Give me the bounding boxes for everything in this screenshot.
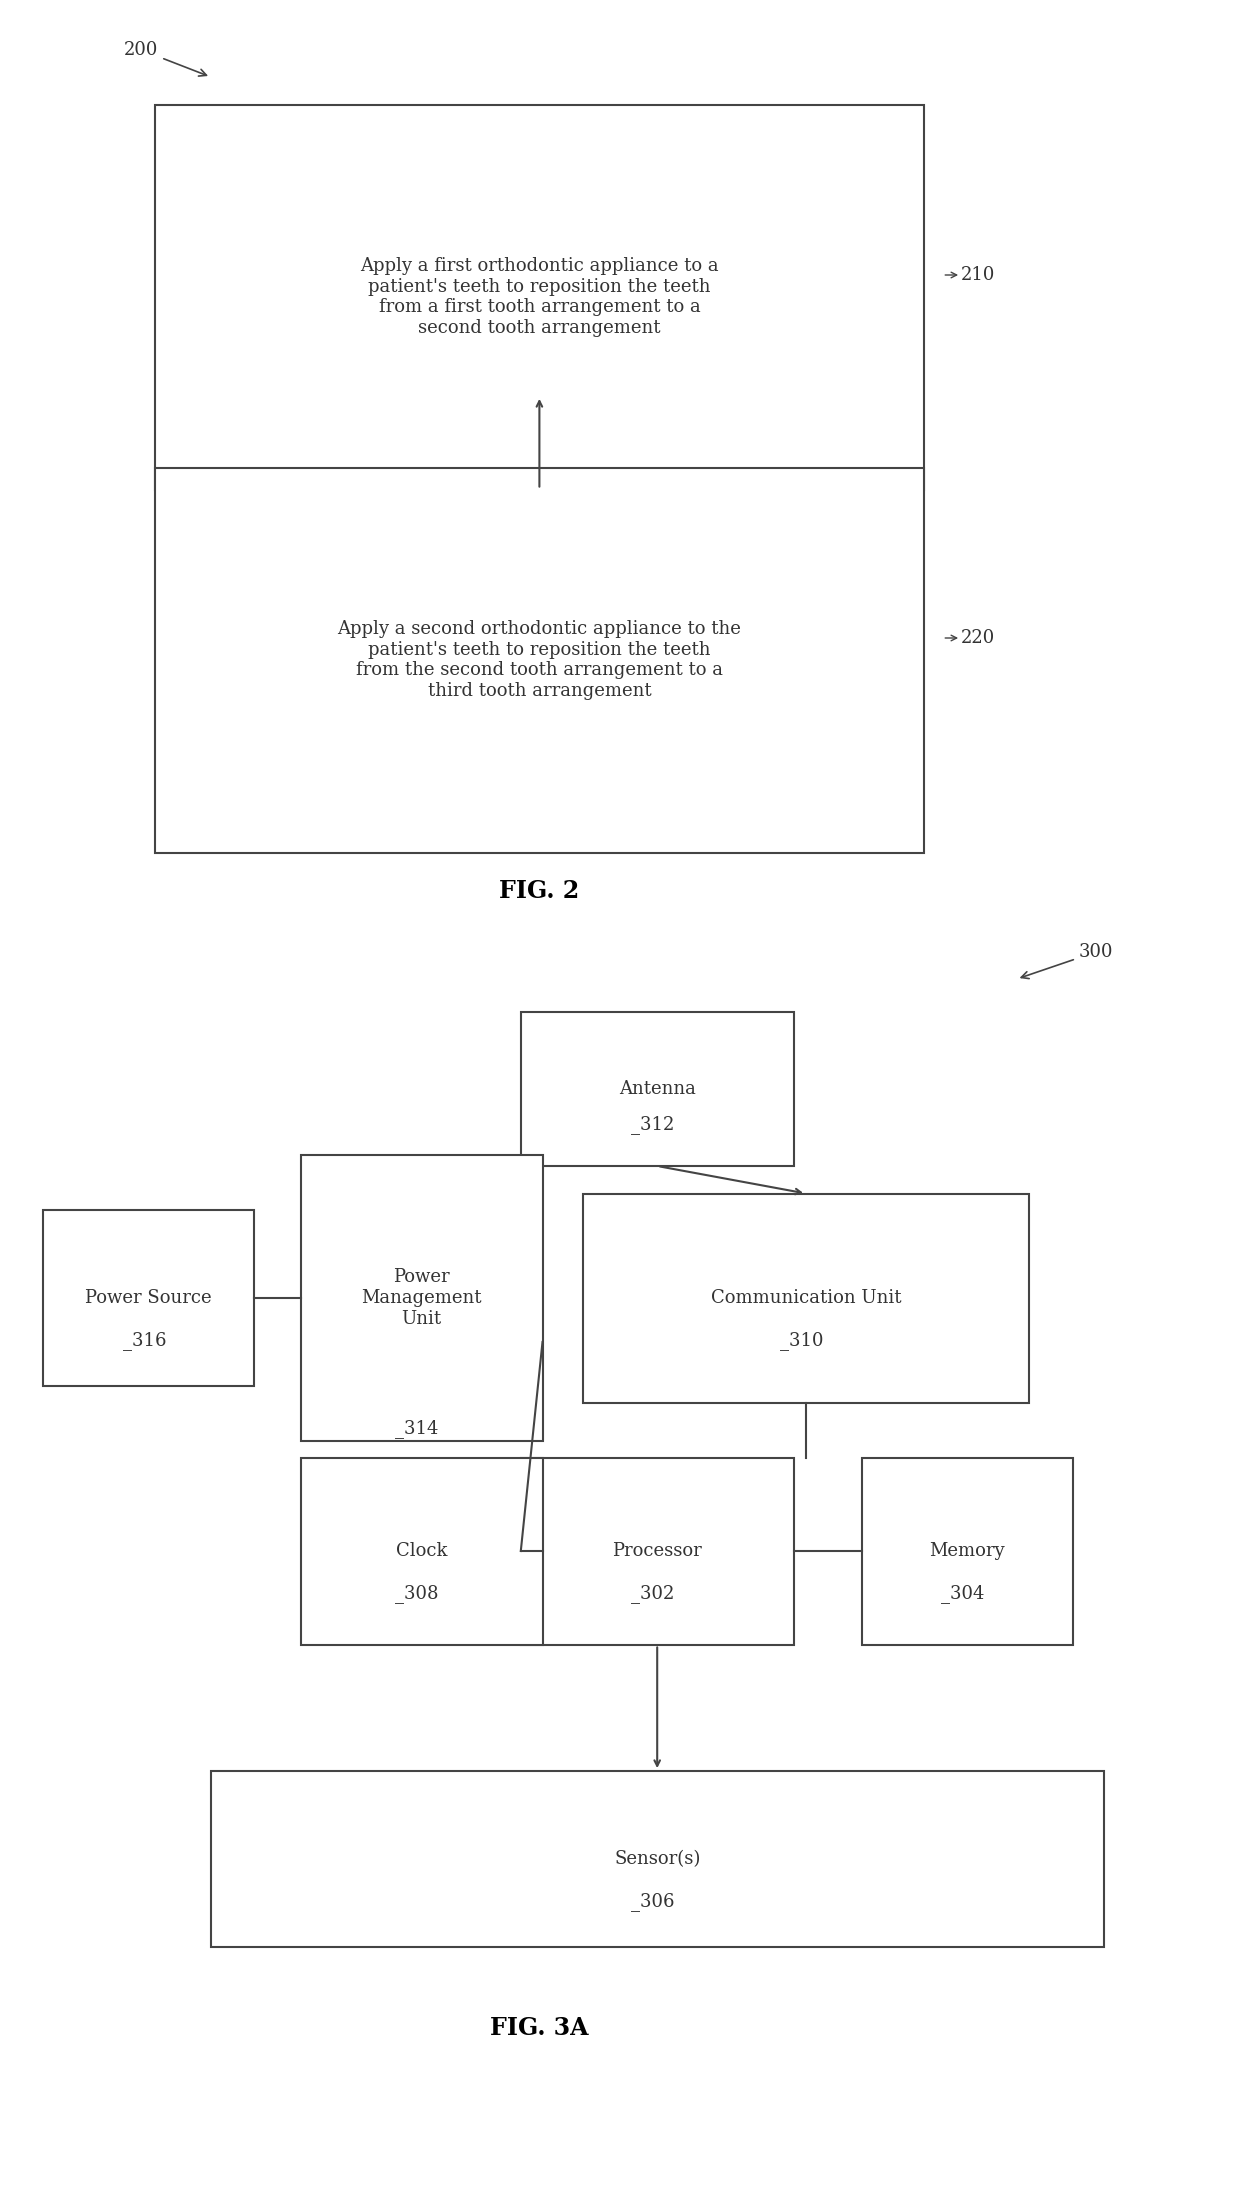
Text: Memory: Memory — [930, 1542, 1004, 1560]
Text: Communication Unit: Communication Unit — [711, 1289, 901, 1307]
Text: FIG. 2: FIG. 2 — [500, 880, 579, 902]
Text: ̲310: ̲310 — [789, 1331, 823, 1351]
Text: Power Source: Power Source — [86, 1289, 212, 1307]
Text: Sensor(s): Sensor(s) — [614, 1850, 701, 1868]
Text: 300: 300 — [1022, 944, 1114, 979]
FancyBboxPatch shape — [155, 469, 924, 854]
Text: ̲316: ̲316 — [131, 1331, 166, 1351]
FancyBboxPatch shape — [521, 1012, 794, 1166]
Text: ̲314: ̲314 — [404, 1419, 439, 1439]
Text: ̲312: ̲312 — [640, 1115, 675, 1135]
FancyBboxPatch shape — [301, 1155, 543, 1441]
Text: ̲302: ̲302 — [640, 1584, 675, 1604]
Text: 210: 210 — [961, 266, 996, 284]
Text: Processor: Processor — [613, 1542, 702, 1560]
Text: Apply a second orthodontic appliance to the
patient's teeth to reposition the te: Apply a second orthodontic appliance to … — [337, 620, 742, 700]
Text: 200: 200 — [124, 42, 207, 77]
FancyBboxPatch shape — [521, 1456, 794, 1646]
Text: ̲304: ̲304 — [950, 1584, 985, 1604]
Text: Clock: Clock — [396, 1542, 448, 1560]
FancyBboxPatch shape — [155, 103, 924, 491]
Text: Antenna: Antenna — [619, 1080, 696, 1098]
FancyBboxPatch shape — [583, 1192, 1029, 1404]
Text: 220: 220 — [961, 629, 996, 647]
FancyBboxPatch shape — [301, 1456, 543, 1646]
Text: Apply a first orthodontic appliance to a
patient's teeth to reposition the teeth: Apply a first orthodontic appliance to a… — [360, 257, 719, 337]
Text: Power
Management
Unit: Power Management Unit — [361, 1267, 482, 1329]
FancyBboxPatch shape — [862, 1456, 1073, 1646]
Text: ̲308: ̲308 — [404, 1584, 439, 1604]
Text: FIG. 3A: FIG. 3A — [490, 2017, 589, 2039]
Text: ̲306: ̲306 — [640, 1892, 675, 1912]
FancyBboxPatch shape — [43, 1210, 254, 1386]
FancyBboxPatch shape — [211, 1771, 1104, 1947]
